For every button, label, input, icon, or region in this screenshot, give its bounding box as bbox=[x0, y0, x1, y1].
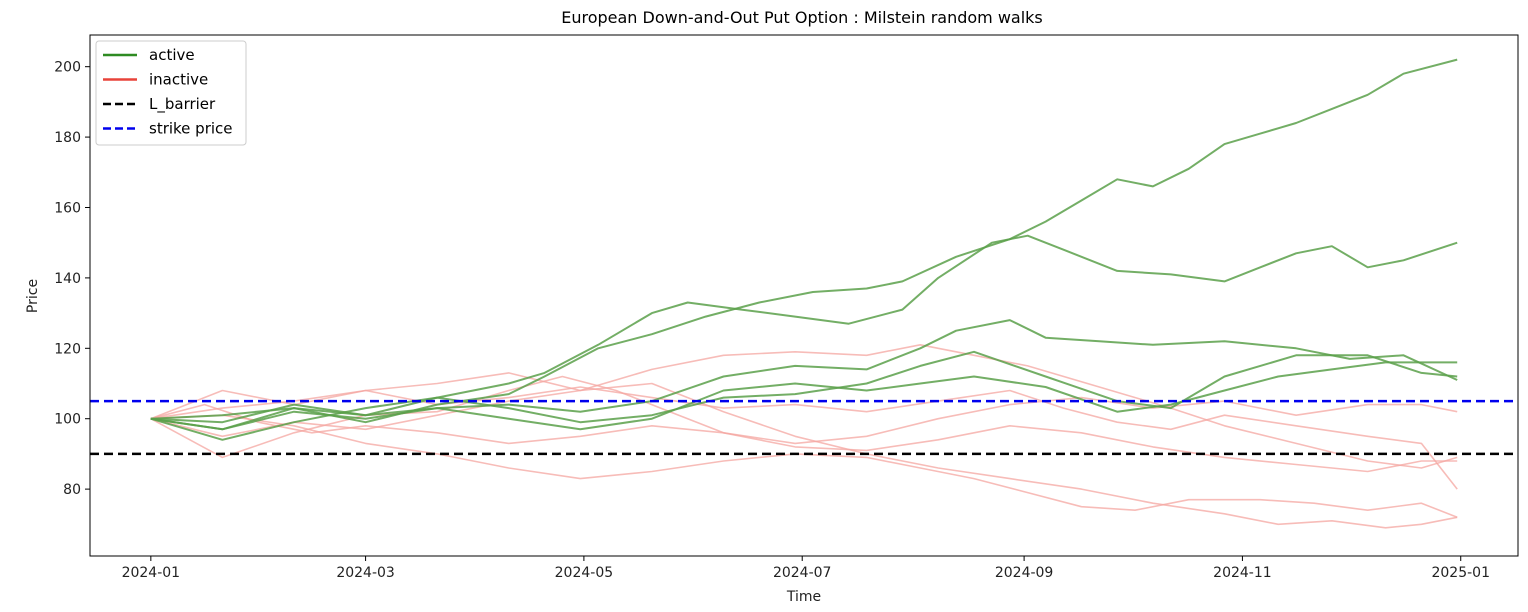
y-tick-label: 200 bbox=[54, 60, 81, 76]
series-line-inactive-6 bbox=[150, 414, 1458, 519]
y-tick-label: 80 bbox=[63, 482, 81, 498]
x-tick-label: 2025-01 bbox=[1431, 565, 1490, 581]
legend-label: strike price bbox=[149, 120, 233, 138]
legend-label: L_barrier bbox=[149, 95, 216, 114]
x-tick-label: 2024-01 bbox=[122, 565, 181, 581]
y-tick-label: 100 bbox=[54, 412, 81, 428]
x-axis-label: Time bbox=[786, 589, 821, 605]
y-axis-label: Price bbox=[25, 279, 41, 313]
legend-label: inactive bbox=[149, 71, 208, 89]
y-tick-label: 180 bbox=[54, 130, 81, 146]
series-line-inactive-9 bbox=[150, 375, 1458, 459]
x-tick-label: 2024-11 bbox=[1213, 565, 1272, 581]
x-tick-label: 2024-07 bbox=[773, 565, 832, 581]
x-axis: 2024-01 2024-03 2024-05 2024-07 2024-09 2024-… bbox=[122, 556, 1490, 581]
y-tick-label: 120 bbox=[54, 341, 81, 357]
y-axis: 80 100 120 140 160 180 200 bbox=[54, 60, 90, 498]
plot-frame bbox=[89, 34, 1519, 557]
series-line-active-0 bbox=[150, 58, 1458, 431]
threshold-lines bbox=[90, 399, 1518, 456]
plot-lines bbox=[150, 58, 1458, 529]
series-line-active-4 bbox=[150, 361, 1458, 431]
y-tick-label: 140 bbox=[54, 271, 81, 287]
x-tick-label: 2024-03 bbox=[336, 565, 395, 581]
series-line-active-3 bbox=[150, 350, 1458, 441]
series-line-active-1 bbox=[150, 234, 1458, 420]
legend-box bbox=[95, 40, 247, 146]
chart-title: European Down-and-Out Put Option : Milst… bbox=[561, 8, 1043, 27]
x-tick-label: 2024-05 bbox=[555, 565, 614, 581]
legend-label: active bbox=[149, 46, 195, 64]
series-line-inactive-8 bbox=[150, 386, 1458, 490]
series-line-inactive-10 bbox=[150, 403, 1458, 473]
series-line-active-2 bbox=[150, 319, 1458, 431]
y-tick-label: 160 bbox=[54, 200, 81, 216]
x-tick-label: 2024-09 bbox=[995, 565, 1054, 581]
series-line-inactive-5 bbox=[150, 344, 1458, 469]
